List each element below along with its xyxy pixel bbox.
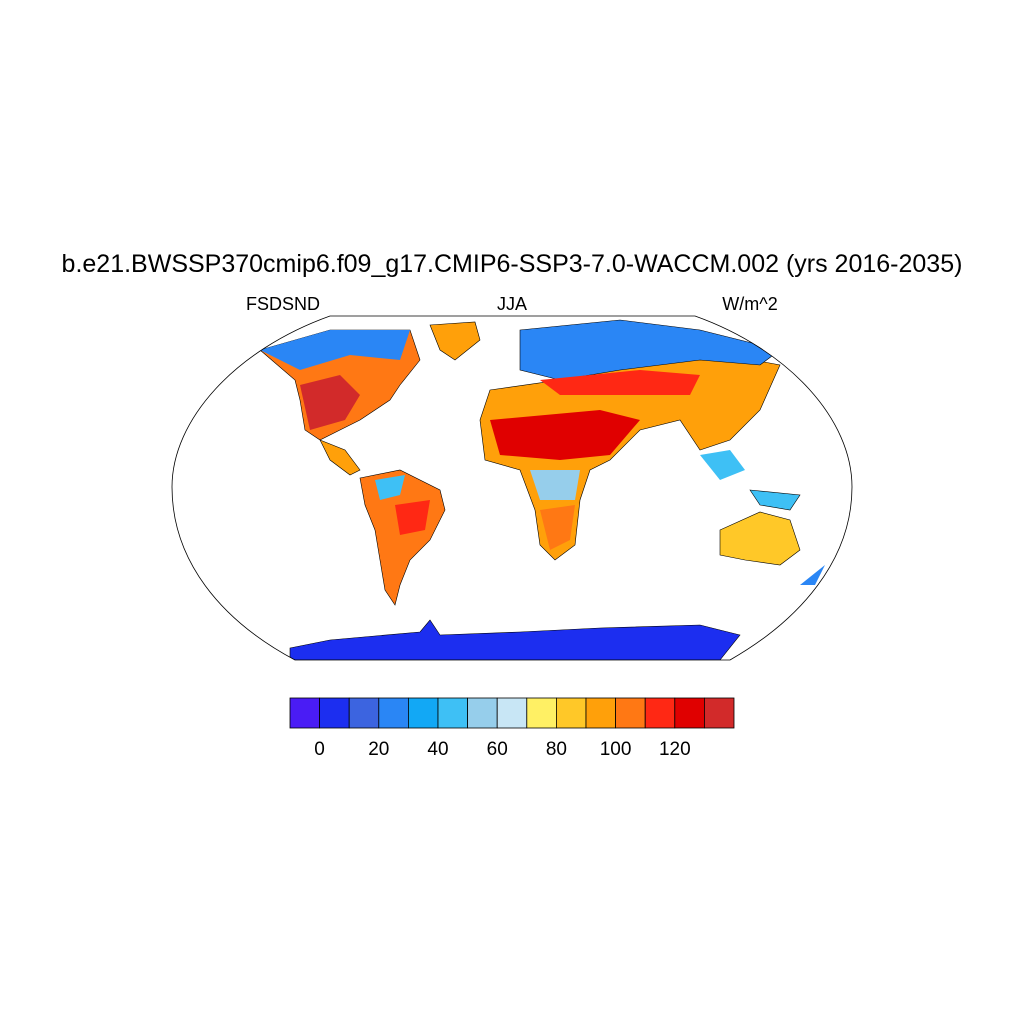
right-subtitle: W/m^2 [722, 294, 777, 314]
title: b.e21.BWSSP370cmip6.f09_g17.CMIP6-SSP3-7… [62, 250, 963, 278]
colorbar: 0 20 40 60 80 100 120 [289, 697, 735, 760]
north-america-north [260, 330, 410, 370]
colorbar-box [378, 697, 409, 729]
colorbar-box [585, 697, 617, 729]
australia [719, 511, 801, 566]
colorbar-tick-label: 100 [600, 739, 632, 760]
colorbar-box [615, 697, 646, 729]
map-outline [171, 315, 853, 661]
colorbar-tick-label: 80 [546, 739, 567, 760]
greenland [429, 321, 481, 361]
northern-eurasia [519, 319, 781, 381]
southeast-asia [700, 450, 745, 480]
colorbar-tick-label: 20 [368, 739, 389, 760]
colorbar-tick-label: 40 [427, 739, 448, 760]
central-africa [530, 470, 580, 500]
mid-latitude-band [540, 370, 700, 395]
north-america-core [300, 375, 360, 430]
map-field [259, 319, 825, 660]
sahara-arabia [490, 410, 640, 460]
colorbar-box [407, 697, 439, 729]
colorbar-box [348, 697, 380, 729]
antarctica [289, 619, 741, 660]
new-zealand [800, 565, 825, 585]
central-america [319, 439, 361, 476]
colorbar-box [526, 697, 557, 729]
colorbar-box [496, 697, 528, 729]
colorbar-box [467, 697, 498, 729]
colorbar-box [644, 697, 676, 729]
amazon-north [375, 475, 405, 500]
southern-africa [540, 505, 575, 550]
colorbar-tick-label: 60 [487, 739, 508, 760]
colorbar-box [319, 697, 350, 729]
south-america [359, 469, 446, 606]
center-subtitle: JJA [497, 294, 527, 314]
left-subtitle: FSDSND [246, 294, 320, 314]
colorbar-box [556, 697, 587, 729]
colorbar-box [674, 697, 705, 729]
brazil-core [395, 500, 430, 535]
colorbar-tick-label: 0 [314, 739, 325, 760]
colorbar-box [437, 697, 469, 729]
maritime-continent [749, 489, 801, 511]
colorbar-box [289, 697, 321, 729]
colorbar-tick-label: 120 [659, 739, 691, 760]
colorbar-box [704, 697, 735, 729]
